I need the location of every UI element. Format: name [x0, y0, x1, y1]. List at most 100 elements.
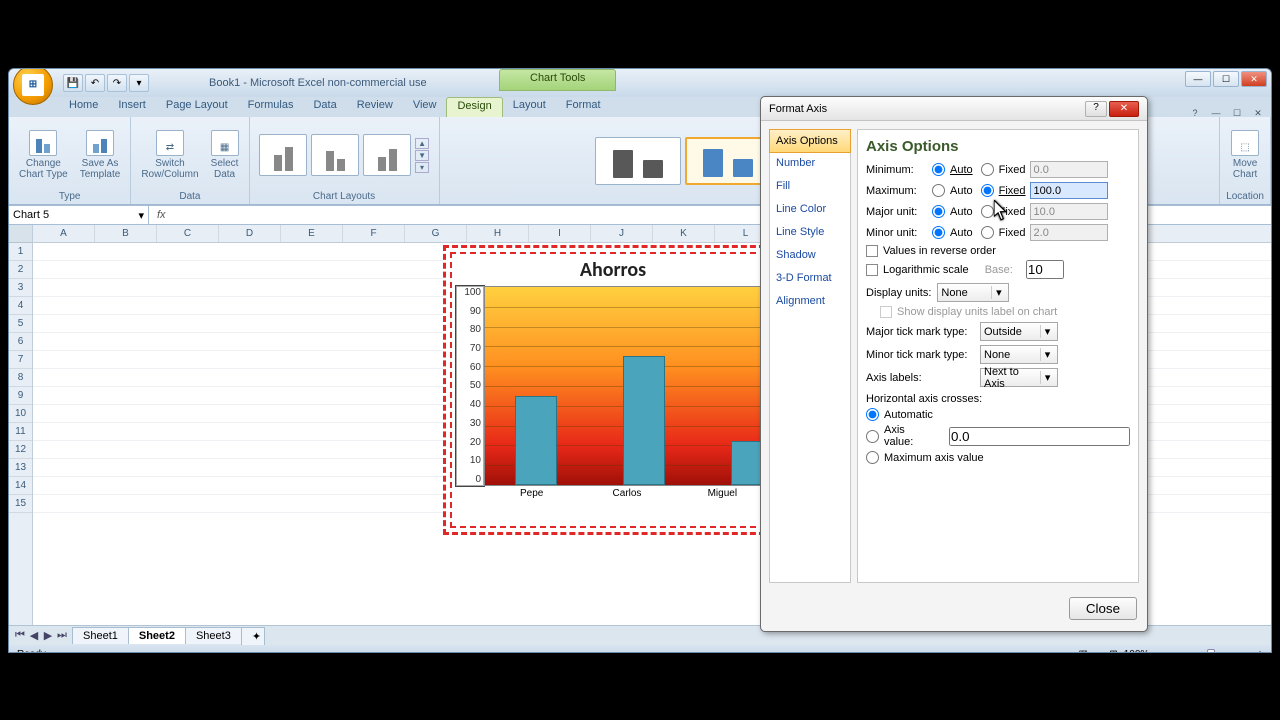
display-units-select[interactable]: None▾: [937, 283, 1009, 302]
chart-style-thumb[interactable]: [595, 137, 681, 185]
major-unit-input[interactable]: [1030, 203, 1108, 220]
view-break-icon[interactable]: ⊞: [1109, 649, 1117, 654]
tab-page-layout[interactable]: Page Layout: [156, 97, 238, 117]
maximum-auto-radio[interactable]: [932, 184, 945, 197]
nav-3d-format[interactable]: 3-D Format: [770, 267, 850, 290]
row-header[interactable]: 4: [9, 297, 32, 315]
layouts-down-icon[interactable]: ▼: [415, 150, 429, 161]
hcross-value-input[interactable]: [949, 427, 1130, 446]
tab-insert[interactable]: Insert: [108, 97, 156, 117]
doc-close-button[interactable]: ✕: [1249, 105, 1267, 121]
row-header[interactable]: 8: [9, 369, 32, 387]
nav-fill[interactable]: Fill: [770, 175, 850, 198]
bar[interactable]: [515, 396, 557, 485]
hcross-auto-radio[interactable]: [866, 408, 879, 421]
row-header[interactable]: 13: [9, 459, 32, 477]
column-header[interactable]: F: [343, 225, 405, 242]
minor-fixed-radio[interactable]: [981, 226, 994, 239]
minimum-fixed-radio[interactable]: [981, 163, 994, 176]
hcross-max-radio[interactable]: [866, 451, 879, 464]
major-tick-select[interactable]: Outside▾: [980, 322, 1058, 341]
new-sheet-button[interactable]: ✦: [241, 627, 265, 645]
column-header[interactable]: B: [95, 225, 157, 242]
qat-more-icon[interactable]: ▾: [129, 74, 149, 92]
name-box[interactable]: Chart 5▾: [9, 206, 149, 224]
nav-number[interactable]: Number: [770, 152, 850, 175]
minimize-button[interactable]: —: [1185, 71, 1211, 87]
row-header[interactable]: 7: [9, 351, 32, 369]
plot-area[interactable]: [484, 286, 770, 486]
save-icon[interactable]: 💾: [63, 74, 83, 92]
chart-layout-1[interactable]: [259, 134, 307, 176]
column-header[interactable]: C: [157, 225, 219, 242]
minor-tick-select[interactable]: None▾: [980, 345, 1058, 364]
chart-title[interactable]: Ahorros: [456, 258, 770, 282]
tab-formulas[interactable]: Formulas: [238, 97, 304, 117]
close-button[interactable]: ✕: [1241, 71, 1267, 87]
save-template-button[interactable]: Save As Template: [76, 128, 125, 182]
column-header[interactable]: K: [653, 225, 715, 242]
bar[interactable]: [623, 356, 665, 485]
select-data-button[interactable]: ▦Select Data: [207, 128, 243, 182]
row-header[interactable]: 11: [9, 423, 32, 441]
column-header[interactable]: D: [219, 225, 281, 242]
axis-labels-select[interactable]: Next to Axis▾: [980, 368, 1058, 387]
switch-row-column-button[interactable]: ⇄Switch Row/Column: [137, 128, 202, 182]
nav-shadow[interactable]: Shadow: [770, 244, 850, 267]
row-header[interactable]: 3: [9, 279, 32, 297]
row-header[interactable]: 14: [9, 477, 32, 495]
chart-object[interactable]: Ahorros 1009080706050403020100 Pepe Carl…: [443, 245, 783, 535]
redo-icon[interactable]: ↷: [107, 74, 127, 92]
minor-unit-input[interactable]: [1030, 224, 1108, 241]
row-header[interactable]: 2: [9, 261, 32, 279]
sheet-next-icon[interactable]: ▶: [41, 629, 55, 642]
view-normal-icon[interactable]: ▦: [1078, 649, 1087, 654]
dialog-titlebar[interactable]: Format Axis ? ✕: [761, 97, 1147, 121]
column-header[interactable]: A: [33, 225, 95, 242]
change-chart-type-button[interactable]: Change Chart Type: [15, 128, 72, 182]
tab-design[interactable]: Design: [446, 97, 502, 117]
maximize-button[interactable]: ☐: [1213, 71, 1239, 87]
hcross-value-radio[interactable]: [866, 430, 879, 443]
row-header[interactable]: 10: [9, 405, 32, 423]
major-fixed-radio[interactable]: [981, 205, 994, 218]
tab-data[interactable]: Data: [303, 97, 346, 117]
tab-review[interactable]: Review: [347, 97, 403, 117]
namebox-dropdown-icon[interactable]: ▾: [138, 209, 144, 222]
tab-view[interactable]: View: [403, 97, 447, 117]
maximum-fixed-radio[interactable]: [981, 184, 994, 197]
dialog-help-button[interactable]: ?: [1085, 101, 1107, 117]
sheet-first-icon[interactable]: ⏮: [13, 629, 27, 642]
undo-icon[interactable]: ↶: [85, 74, 105, 92]
layouts-up-icon[interactable]: ▲: [415, 138, 429, 149]
sheet-last-icon[interactable]: ⏭: [55, 629, 69, 642]
minimum-auto-radio[interactable]: [932, 163, 945, 176]
nav-line-color[interactable]: Line Color: [770, 198, 850, 221]
chart-layout-2[interactable]: [311, 134, 359, 176]
maximum-input[interactable]: [1030, 182, 1108, 199]
view-page-icon[interactable]: ▭: [1094, 649, 1103, 654]
nav-line-style[interactable]: Line Style: [770, 221, 850, 244]
tab-home[interactable]: Home: [59, 97, 108, 117]
help-icon[interactable]: ?: [1186, 105, 1204, 121]
tab-layout[interactable]: Layout: [503, 97, 556, 117]
row-header[interactable]: 5: [9, 315, 32, 333]
close-button[interactable]: Close: [1069, 597, 1137, 620]
sheet-tab-3[interactable]: Sheet3: [185, 627, 242, 644]
x-axis[interactable]: Pepe Carlos Miguel: [456, 488, 770, 499]
reverse-checkbox[interactable]: [866, 245, 878, 257]
column-header[interactable]: E: [281, 225, 343, 242]
doc-restore-button[interactable]: ☐: [1228, 105, 1246, 121]
column-header[interactable]: I: [529, 225, 591, 242]
dialog-close-button[interactable]: ✕: [1109, 101, 1139, 117]
column-header[interactable]: J: [591, 225, 653, 242]
row-header[interactable]: 6: [9, 333, 32, 351]
tab-format[interactable]: Format: [556, 97, 611, 117]
fx-icon[interactable]: fx: [149, 209, 174, 221]
layouts-more-icon[interactable]: ▾: [415, 162, 429, 173]
zoom-slider[interactable]: [1167, 652, 1251, 653]
column-header[interactable]: G: [405, 225, 467, 242]
sheet-prev-icon[interactable]: ◀: [27, 629, 41, 642]
minor-auto-radio[interactable]: [932, 226, 945, 239]
major-auto-radio[interactable]: [932, 205, 945, 218]
